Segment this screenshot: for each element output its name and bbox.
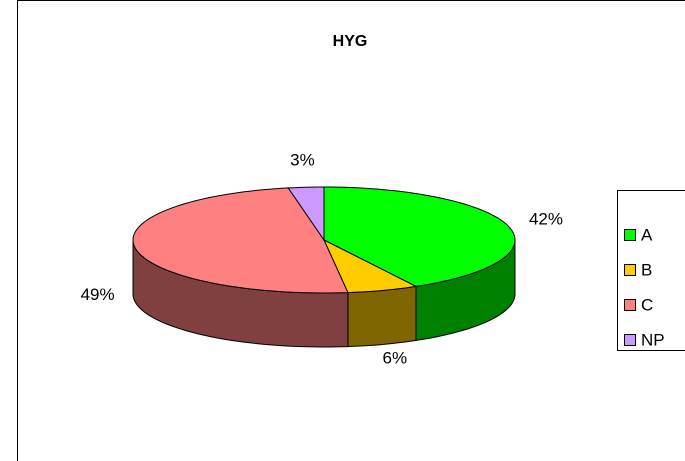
legend-swatch — [624, 299, 636, 311]
chart-title: HYG — [333, 33, 368, 50]
data-label: 3% — [290, 150, 315, 169]
legend-label: B — [641, 260, 652, 279]
slice — [132, 187, 349, 294]
data-label: 6% — [383, 348, 408, 367]
legend-label: NP — [641, 330, 665, 349]
legend-swatch — [624, 229, 636, 241]
legend-swatch — [624, 264, 636, 276]
legend-label: C — [641, 295, 653, 314]
legend-label: A — [641, 225, 653, 244]
data-label: 49% — [81, 285, 115, 304]
data-label: 42% — [529, 210, 563, 229]
slice — [287, 186, 325, 242]
legend-swatch — [624, 334, 636, 346]
slice — [322, 238, 418, 294]
slice — [323, 186, 516, 287]
pie: 42% 6% 49% 3% — [81, 150, 563, 367]
slice-side — [347, 285, 417, 348]
legend: ABC NP — [617, 190, 685, 351]
